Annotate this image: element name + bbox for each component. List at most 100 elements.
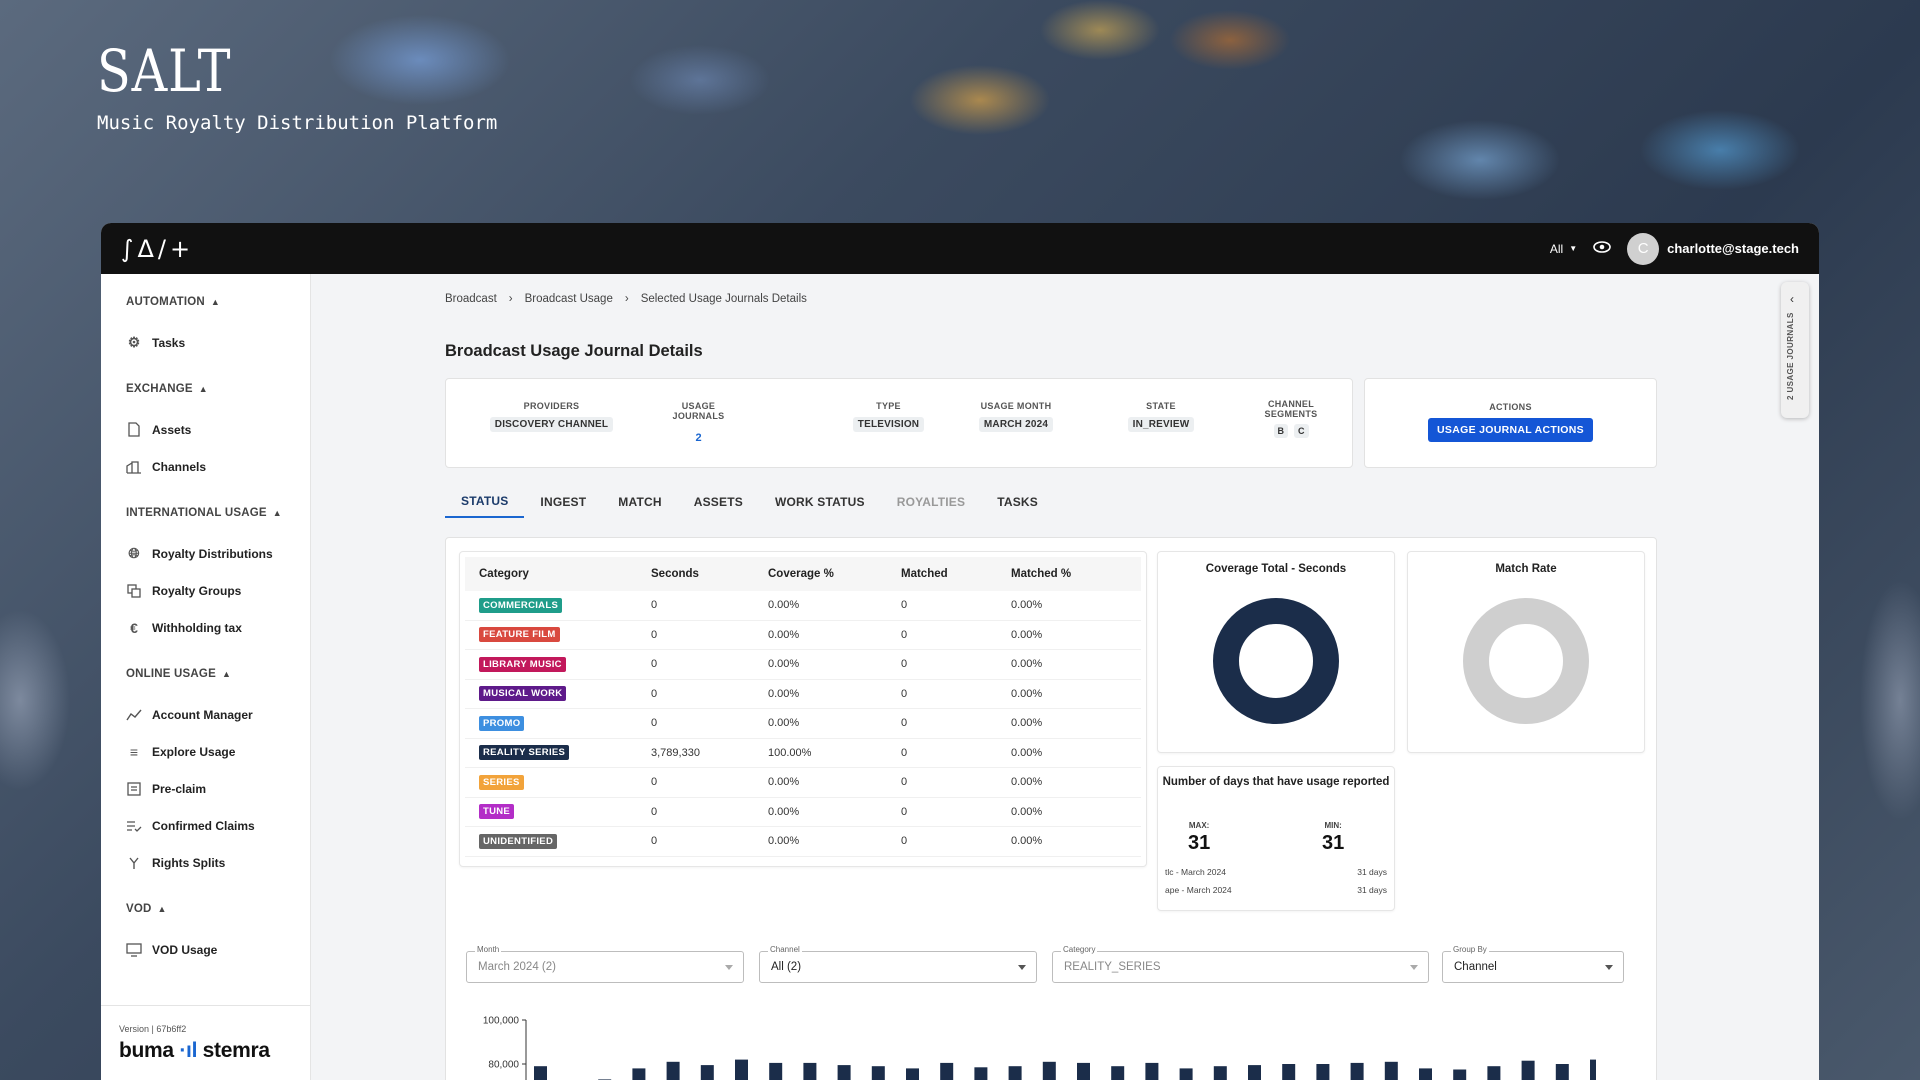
org-logo: buma ·ıl stemra	[119, 1039, 270, 1062]
brand-title: SALT	[97, 37, 232, 105]
sidebar-section-header[interactable]: INTERNATIONAL USAGE ▲	[126, 507, 282, 519]
meta-providers: PROVIDERS DISCOVERY CHANNEL	[489, 401, 614, 433]
bar-mark[interactable]	[837, 1065, 851, 1080]
category-select[interactable]: Category REALITY_SERIES	[1052, 945, 1429, 983]
tab-ingest[interactable]: INGEST	[540, 495, 587, 509]
sidebar-section-header[interactable]: AUTOMATION ▲	[126, 296, 220, 308]
sidebar-item-vod-usage[interactable]: VOD Usage	[126, 931, 310, 968]
sidebar-item-royalty-distributions[interactable]: 🌐︎ Royalty Distributions	[126, 535, 310, 572]
bar-mark[interactable]	[803, 1062, 817, 1080]
tab-status[interactable]: STATUS	[445, 486, 525, 518]
bar-mark[interactable]	[1590, 1059, 1596, 1080]
bar-mark[interactable]	[1008, 1066, 1022, 1080]
bar-mark[interactable]	[1077, 1062, 1090, 1080]
meta-usage-journals: USAGE JOURNALS 2	[656, 401, 741, 444]
sidebar-section-header[interactable]: VOD ▲	[126, 903, 167, 915]
sidebar-section-online-usage: ONLINE USAGE ▲ Account Manager ≡ Explore U…	[101, 668, 310, 881]
usage-journals-link[interactable]: 2	[695, 431, 702, 444]
bar-mark[interactable]	[1111, 1066, 1125, 1080]
version-label: Version | 67b6ff2	[119, 1024, 187, 1034]
sidebar-item-account-manager[interactable]: Account Manager	[126, 696, 310, 733]
sidebar-item-explore-usage[interactable]: ≡ Explore Usage	[126, 733, 310, 770]
user-email[interactable]: charlotte@stage.tech	[1667, 241, 1799, 256]
seconds-cell: 0	[651, 658, 658, 671]
sidebar: AUTOMATION ▲ ⚙ Tasks EXCHANGE ▲ Assets Chan…	[101, 274, 311, 1080]
bar-mark[interactable]	[940, 1062, 954, 1080]
bar-mark[interactable]	[1350, 1062, 1364, 1080]
tab-assets[interactable]: ASSETS	[693, 495, 743, 509]
bar-mark[interactable]	[906, 1068, 919, 1080]
tab-work-status[interactable]: WORK STATUS	[774, 495, 865, 509]
coverage-donut-ring[interactable]	[1213, 598, 1339, 724]
bar-mark[interactable]	[769, 1062, 783, 1080]
bar-mark[interactable]	[1316, 1064, 1330, 1080]
coverage-cell: 0.00%	[768, 658, 800, 671]
bar-mark[interactable]	[1145, 1062, 1159, 1080]
bar-mark[interactable]	[1179, 1068, 1193, 1080]
app-logo[interactable]: ∫Δ/+	[121, 234, 195, 263]
checklist-icon	[126, 818, 142, 834]
bar-mark[interactable]	[700, 1065, 714, 1080]
bar-mark[interactable]	[871, 1066, 885, 1080]
column-header[interactable]: Matched %	[1011, 568, 1072, 580]
global-filter-dropdown[interactable]: All ▼	[1550, 242, 1577, 256]
tab-tasks[interactable]: TASKS	[997, 495, 1038, 509]
brand-block: SALT Music Royalty Distribution Platform	[97, 42, 497, 134]
min-days-stat: MIN: 31	[1322, 821, 1345, 854]
tab-match[interactable]: MATCH	[618, 495, 662, 509]
state-chip: IN_REVIEW	[1127, 417, 1195, 433]
match-rate-donut-ring[interactable]	[1463, 598, 1589, 724]
sidebar-item-withholding-tax[interactable]: € Withholding tax	[126, 609, 310, 646]
sidebar-item-rights-splits[interactable]: Rights Splits	[126, 844, 310, 881]
column-header[interactable]: Coverage %	[768, 568, 834, 580]
bar-mark[interactable]	[1384, 1061, 1398, 1080]
bar-mark[interactable]	[1042, 1061, 1056, 1080]
match-rate-title: Match Rate	[1495, 563, 1557, 575]
column-header[interactable]: Category	[479, 568, 529, 580]
caret-down-icon	[1605, 965, 1613, 970]
sidebar-footer: Version | 67b6ff2 buma ·ıl stemra	[101, 1005, 310, 1080]
coverage-cell: 100.00%	[768, 746, 812, 759]
bar-mark[interactable]	[1521, 1060, 1535, 1080]
eye-icon[interactable]	[1593, 241, 1611, 256]
bar-mark[interactable]	[1282, 1064, 1296, 1080]
bar-mark[interactable]	[534, 1066, 547, 1080]
sidebar-item-assets[interactable]: Assets	[126, 411, 310, 448]
bar-mark[interactable]	[1213, 1066, 1227, 1080]
bar-mark[interactable]	[974, 1067, 988, 1080]
bar-mark[interactable]	[1555, 1064, 1569, 1080]
column-header[interactable]: Seconds	[651, 568, 699, 580]
usage-journal-actions-button[interactable]: USAGE JOURNAL ACTIONS	[1428, 418, 1593, 442]
sidebar-item-pre-claim[interactable]: Pre-claim	[126, 770, 310, 807]
sidebar-section-international-usage: INTERNATIONAL USAGE ▲ 🌐︎ Royalty Distribut…	[101, 507, 310, 646]
bar-mark[interactable]	[666, 1061, 680, 1080]
bar-mark[interactable]	[1453, 1069, 1467, 1080]
sidebar-section-header[interactable]: EXCHANGE ▲	[126, 383, 208, 395]
sidebar-section-header[interactable]: ONLINE USAGE ▲	[126, 668, 232, 680]
bar-mark[interactable]	[632, 1068, 646, 1080]
matched-pct-cell: 0.00%	[1011, 776, 1043, 789]
segment-chip: B	[1273, 423, 1288, 438]
breadcrumb-item[interactable]: Broadcast	[445, 293, 497, 305]
avatar[interactable]: C	[1627, 232, 1660, 265]
month-select[interactable]: Month March 2024 (2)	[466, 945, 744, 983]
chevron-up-icon: ▲	[210, 297, 220, 307]
bar-mark[interactable]	[1487, 1066, 1501, 1080]
sidebar-item-confirmed-claims[interactable]: Confirmed Claims	[126, 807, 310, 844]
group-by-select[interactable]: Group By Channel	[1442, 945, 1624, 983]
channel-select[interactable]: Channel All (2)	[759, 945, 1037, 983]
column-header[interactable]: Matched	[901, 568, 948, 580]
bar-mark[interactable]	[1419, 1068, 1432, 1080]
bar-mark[interactable]	[1248, 1065, 1261, 1080]
table-row: REALITY SERIES 3,789,330 100.00% 0 0.00%	[465, 739, 1141, 768]
sidebar-item-tasks[interactable]: ⚙ Tasks	[127, 334, 186, 350]
usage-journals-side-tab[interactable]: ‹ 2 USAGE JOURNALS	[1781, 282, 1809, 418]
bar-mark[interactable]	[735, 1059, 748, 1080]
breadcrumb-item[interactable]: Broadcast Usage	[524, 293, 613, 305]
seconds-cell: 0	[651, 687, 658, 700]
side-tab-label: 2 USAGE JOURNALS	[1786, 312, 1795, 400]
sidebar-item-royalty-groups[interactable]: Royalty Groups	[126, 572, 310, 609]
table-row: LIBRARY MUSIC 0 0.00% 0 0.00%	[465, 650, 1141, 680]
sidebar-item-channels[interactable]: Channels	[126, 448, 310, 485]
category-table: Category Seconds Coverage % Matched Matc…	[459, 551, 1147, 867]
